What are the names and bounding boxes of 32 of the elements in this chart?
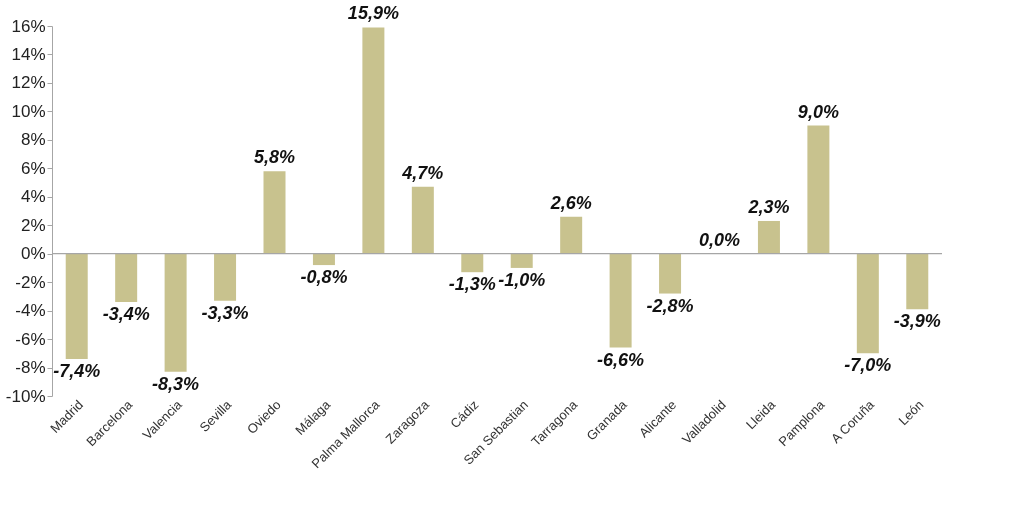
data-label: 5,8% xyxy=(253,147,296,168)
data-label: 0,0% xyxy=(698,229,741,250)
data-label: -3,4% xyxy=(102,304,150,325)
data-label: -2,8% xyxy=(646,295,694,316)
y-tick-label: 2% xyxy=(20,215,46,235)
y-tick-label: -8% xyxy=(15,358,46,378)
y-tick-label: 0% xyxy=(20,244,46,264)
data-label: -7,0% xyxy=(844,355,892,376)
data-label: 2,6% xyxy=(549,192,592,213)
data-label: -1,0% xyxy=(498,269,546,290)
data-label: -3,3% xyxy=(201,302,249,323)
data-label: -7,4% xyxy=(53,361,101,381)
y-tick-label: 4% xyxy=(20,187,46,207)
y-tick-label: 12% xyxy=(11,73,46,93)
data-label: 9,0% xyxy=(797,101,839,122)
data-label: -8,3% xyxy=(152,373,200,394)
y-tick-label: -6% xyxy=(15,329,46,349)
y-tick-label: 8% xyxy=(20,130,46,150)
data-label: -0,8% xyxy=(300,267,348,288)
y-tick-label: 14% xyxy=(11,44,46,64)
y-tick-label: -2% xyxy=(15,272,46,292)
y-tick-label: -4% xyxy=(15,301,46,321)
data-label: 2,3% xyxy=(747,196,790,217)
y-tick-label: 10% xyxy=(11,101,46,121)
data-label: -6,6% xyxy=(597,349,645,370)
data-label: 15,9% xyxy=(347,3,399,24)
data-label: 4,7% xyxy=(401,162,444,183)
data-label: -1,3% xyxy=(448,274,496,295)
data-label: -3,9% xyxy=(893,311,941,332)
y-tick-label: 6% xyxy=(20,158,46,178)
y-tick-label: 16% xyxy=(11,16,46,36)
y-tick-label: -10% xyxy=(5,386,46,406)
